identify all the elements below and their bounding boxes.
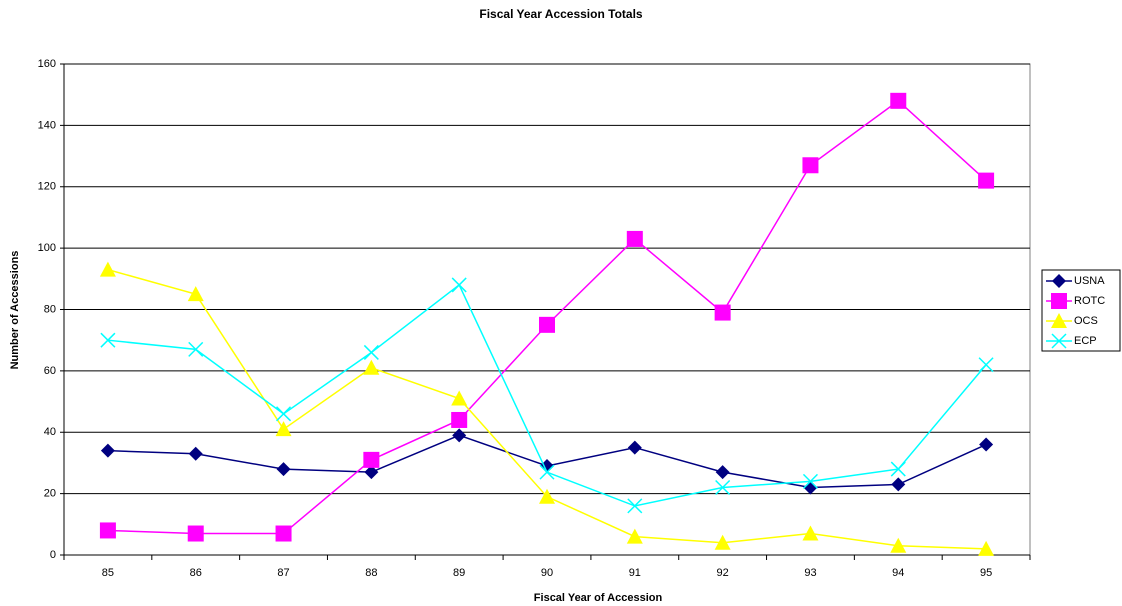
y-axis-label: Number of Accessions bbox=[9, 251, 21, 370]
y-tick-label: 140 bbox=[38, 119, 56, 131]
legend-marker bbox=[1051, 293, 1067, 309]
x-tick-label: 93 bbox=[804, 567, 816, 579]
data-point bbox=[363, 451, 380, 468]
data-point bbox=[188, 341, 204, 357]
data-point bbox=[275, 525, 292, 542]
legend-marker bbox=[1052, 274, 1066, 288]
data-point bbox=[451, 411, 468, 428]
data-point bbox=[100, 443, 115, 458]
data-point bbox=[803, 480, 818, 495]
data-point bbox=[99, 261, 116, 277]
y-tick-label: 40 bbox=[44, 426, 56, 438]
data-point bbox=[100, 332, 116, 348]
data-point bbox=[539, 316, 555, 333]
data-point bbox=[626, 528, 643, 544]
data-point bbox=[626, 230, 643, 247]
x-tick-label: 94 bbox=[892, 567, 904, 579]
data-point bbox=[978, 172, 995, 189]
data-point bbox=[802, 473, 818, 489]
y-tick-label: 80 bbox=[44, 303, 56, 315]
x-tick-label: 88 bbox=[365, 567, 377, 579]
legend-label: ECP bbox=[1074, 335, 1097, 347]
y-tick-label: 120 bbox=[38, 181, 56, 193]
data-point bbox=[891, 477, 906, 492]
legend-label: OCS bbox=[1074, 315, 1098, 327]
chart-title: Fiscal Year Accession Totals bbox=[479, 7, 643, 21]
x-tick-label: 85 bbox=[102, 567, 114, 579]
data-point bbox=[276, 406, 292, 422]
legend-label: ROTC bbox=[1074, 295, 1105, 307]
data-point bbox=[363, 359, 380, 375]
x-tick-label: 90 bbox=[541, 567, 553, 579]
y-tick-label: 20 bbox=[44, 488, 56, 500]
data-point bbox=[99, 522, 116, 539]
x-tick-label: 91 bbox=[629, 567, 641, 579]
legend-marker bbox=[1051, 313, 1067, 328]
data-point bbox=[802, 525, 819, 541]
data-point bbox=[451, 390, 468, 406]
data-point bbox=[364, 465, 379, 480]
data-point bbox=[627, 498, 643, 514]
data-point bbox=[187, 525, 204, 542]
data-point bbox=[627, 440, 642, 455]
legend-label: USNA bbox=[1074, 275, 1105, 287]
y-tick-label: 60 bbox=[44, 365, 56, 377]
x-tick-label: 95 bbox=[980, 567, 992, 579]
data-point bbox=[978, 357, 994, 373]
y-tick-label: 0 bbox=[50, 549, 56, 561]
data-point bbox=[714, 534, 731, 550]
x-tick-label: 86 bbox=[190, 567, 202, 579]
data-point bbox=[979, 437, 994, 452]
data-point bbox=[890, 92, 907, 109]
data-point bbox=[187, 286, 204, 302]
data-point bbox=[802, 157, 819, 174]
y-tick-label: 160 bbox=[38, 58, 56, 70]
y-tick-label: 100 bbox=[38, 242, 56, 254]
x-axis-label: Fiscal Year of Accession bbox=[534, 592, 663, 604]
data-point bbox=[539, 488, 555, 504]
data-point bbox=[715, 465, 730, 480]
data-point bbox=[452, 428, 467, 443]
data-point bbox=[715, 479, 731, 496]
legend-marker bbox=[1051, 333, 1067, 349]
data-point bbox=[188, 446, 203, 461]
data-point bbox=[890, 461, 906, 477]
x-tick-label: 89 bbox=[453, 567, 465, 579]
data-point bbox=[276, 462, 291, 477]
data-point bbox=[539, 464, 555, 480]
data-point bbox=[451, 277, 467, 293]
x-tick-label: 87 bbox=[277, 567, 289, 579]
series-line bbox=[107, 268, 987, 550]
data-point bbox=[890, 537, 907, 553]
x-tick-label: 92 bbox=[717, 567, 729, 579]
data-point bbox=[978, 540, 995, 556]
data-point bbox=[275, 421, 292, 437]
data-point bbox=[363, 344, 379, 360]
data-point bbox=[714, 304, 731, 321]
